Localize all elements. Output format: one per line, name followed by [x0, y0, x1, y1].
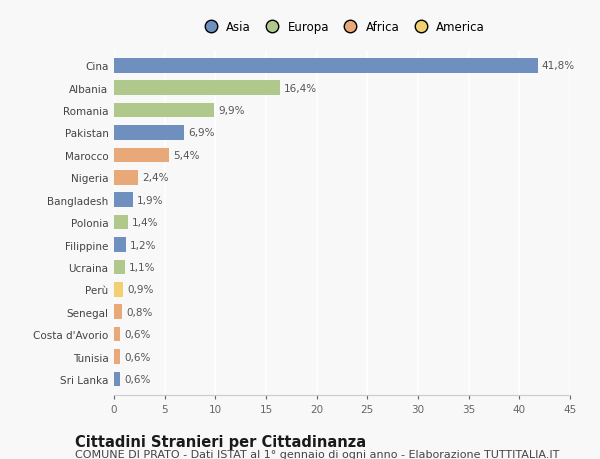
- Text: 0,6%: 0,6%: [124, 374, 151, 384]
- Text: COMUNE DI PRATO - Dati ISTAT al 1° gennaio di ogni anno - Elaborazione TUTTITALI: COMUNE DI PRATO - Dati ISTAT al 1° genna…: [75, 449, 559, 459]
- Bar: [114, 327, 120, 341]
- Bar: [114, 193, 133, 207]
- Bar: [114, 59, 538, 73]
- Text: 9,9%: 9,9%: [218, 106, 245, 116]
- Text: 1,2%: 1,2%: [130, 240, 157, 250]
- Text: Cittadini Stranieri per Cittadinanza: Cittadini Stranieri per Cittadinanza: [75, 434, 366, 449]
- Bar: [114, 171, 139, 185]
- Text: 2,4%: 2,4%: [142, 173, 169, 183]
- Text: 0,6%: 0,6%: [124, 330, 151, 339]
- Text: 0,6%: 0,6%: [124, 352, 151, 362]
- Bar: [114, 81, 280, 96]
- Text: 1,4%: 1,4%: [132, 218, 159, 228]
- Bar: [114, 305, 122, 319]
- Bar: [114, 215, 128, 230]
- Text: 41,8%: 41,8%: [542, 61, 575, 71]
- Bar: [114, 260, 125, 274]
- Bar: [114, 372, 120, 386]
- Text: 1,1%: 1,1%: [129, 263, 156, 272]
- Legend: Asia, Europa, Africa, America: Asia, Europa, Africa, America: [197, 18, 487, 36]
- Text: 6,9%: 6,9%: [188, 128, 214, 138]
- Text: 0,8%: 0,8%: [126, 307, 152, 317]
- Text: 0,9%: 0,9%: [127, 285, 154, 295]
- Bar: [114, 148, 169, 163]
- Text: 16,4%: 16,4%: [284, 84, 317, 94]
- Text: 5,4%: 5,4%: [173, 151, 199, 161]
- Bar: [114, 238, 126, 252]
- Bar: [114, 104, 214, 118]
- Bar: [114, 126, 184, 140]
- Bar: [114, 349, 120, 364]
- Text: 1,9%: 1,9%: [137, 195, 164, 205]
- Bar: [114, 282, 123, 297]
